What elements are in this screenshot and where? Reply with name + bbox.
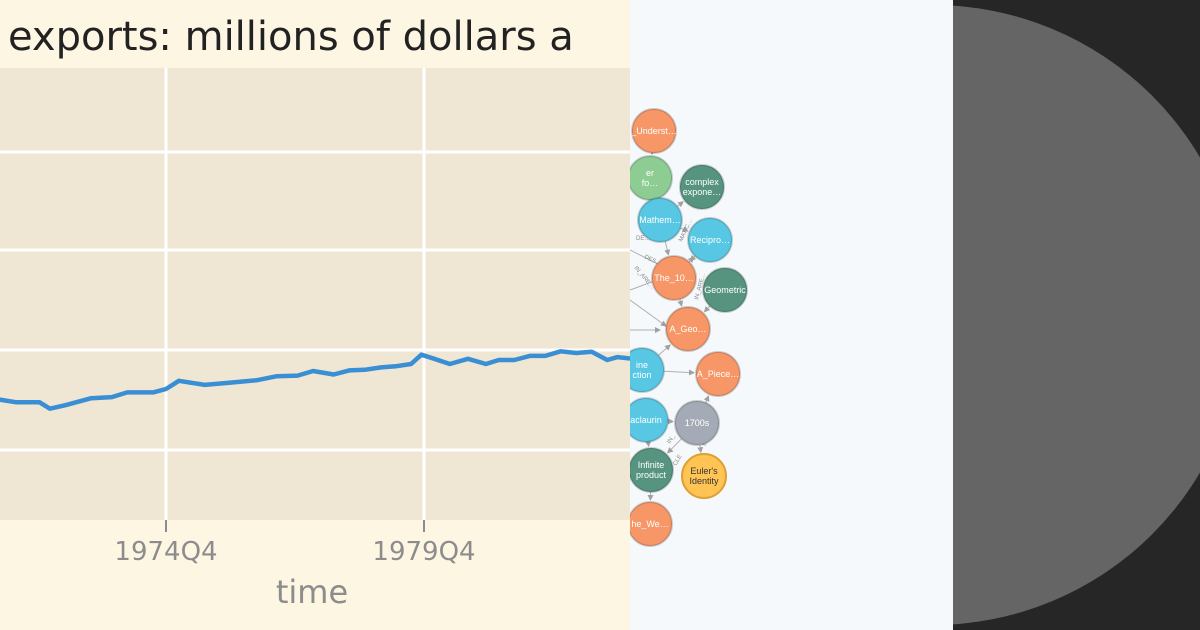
graph-node[interactable]: he_We… — [630, 501, 673, 547]
edge-label: IN_ — [667, 433, 677, 445]
x-axis-label: time — [276, 573, 348, 611]
graph-node[interactable]: complexexpone… — [679, 164, 725, 210]
chart-panel: exports: millions of dollars a 1974Q4 19… — [0, 0, 630, 630]
graph-node-label: Identity — [689, 476, 719, 486]
series-line-exports — [0, 349, 630, 411]
graph-node-label: A_Piece… — [697, 369, 740, 379]
graph-edge — [630, 299, 667, 327]
dark-panel — [953, 0, 1200, 630]
graph-node-circle[interactable] — [687, 217, 733, 263]
graph-node-circle[interactable] — [637, 197, 683, 243]
graph-node-circle[interactable] — [630, 347, 665, 393]
graph-node-label: Recipro… — [690, 235, 730, 245]
graph-node-circle[interactable] — [631, 108, 677, 154]
graph-edge — [663, 369, 695, 376]
x-tick-label: 1979Q4 — [372, 537, 475, 567]
graph-node[interactable]: The_10… — [651, 255, 697, 301]
graph-node-label: ction — [632, 370, 651, 380]
graph-node-circle[interactable] — [630, 501, 673, 547]
graph-edge — [664, 241, 671, 256]
graph-node[interactable]: erfo… — [630, 155, 673, 201]
graph-node[interactable]: Geometric — [702, 267, 748, 313]
grey-disc — [953, 5, 1200, 625]
graph-node-label: Euler's — [690, 466, 718, 476]
graph-node-label: Infinite — [638, 460, 665, 470]
graph-node[interactable]: Recipro… — [687, 217, 733, 263]
graph-node-circle[interactable] — [651, 255, 697, 301]
graph-node-circle[interactable] — [679, 164, 725, 210]
graph-node[interactable]: A_Geo… — [665, 306, 711, 352]
graph-node-label: A_Geo… — [669, 324, 706, 334]
graph-edge — [697, 444, 704, 454]
graph-node-circle[interactable] — [630, 155, 673, 201]
graph-node-circle[interactable] — [674, 400, 720, 446]
graph-edge — [667, 438, 682, 454]
graph-node-circle[interactable] — [665, 306, 711, 352]
graph-edge — [677, 299, 684, 307]
plot-area — [0, 68, 630, 520]
graph-node-label: er — [646, 168, 654, 178]
graph-edge — [687, 256, 695, 264]
graph-node-label: fo… — [642, 178, 659, 188]
graph-node-label: ine — [636, 360, 648, 370]
graph-node-label: Geometric — [704, 285, 746, 295]
graph-edge — [676, 201, 684, 208]
graph-node-label: product — [636, 470, 667, 480]
graph-node-circle[interactable] — [702, 267, 748, 313]
edge-label: DE… — [636, 236, 650, 242]
graph-node[interactable]: A_Piece… — [695, 351, 741, 397]
graph-node-label: Mathem… — [639, 215, 681, 225]
graph-node[interactable]: Mathem… — [637, 197, 683, 243]
graph-node-circle[interactable] — [630, 447, 674, 493]
graph-node[interactable]: 1700s — [674, 400, 720, 446]
graph-node-circle[interactable] — [695, 351, 741, 397]
grey-disc-graphic — [953, 5, 1200, 625]
line-chart: exports: millions of dollars a 1974Q4 19… — [0, 14, 630, 611]
graph-edge — [680, 226, 689, 233]
knowledge-graph: DE… DES… IN_ARE… MATIC… IN_ARE… IN_ CLE … — [630, 108, 748, 547]
graph-edge — [658, 344, 671, 356]
graph-node-label: complex — [685, 177, 719, 187]
graph-node-label: 1700s — [685, 418, 710, 428]
graph-node-label: The_10… — [654, 273, 694, 283]
chart-title: exports: millions of dollars a — [8, 14, 574, 60]
graph-node-circle[interactable] — [630, 397, 669, 443]
graph-node[interactable]: aclaurin — [630, 397, 669, 443]
graph-edge — [703, 395, 710, 403]
edge-label: CLE — [673, 454, 684, 467]
graph-node-label: _Underst… — [630, 126, 677, 136]
graph-node-label: he_We… — [631, 519, 668, 529]
graph-edge — [703, 305, 711, 313]
graph-node-circle[interactable] — [681, 453, 727, 499]
graph-node-label: aclaurin — [630, 415, 662, 425]
graph-panel: DE… DES… IN_ARE… MATIC… IN_ARE… IN_ CLE … — [630, 0, 953, 630]
graph-node[interactable]: _Underst… — [630, 108, 677, 154]
graph-node-label: expone… — [683, 187, 722, 197]
x-tick-label: 1974Q4 — [114, 537, 217, 567]
